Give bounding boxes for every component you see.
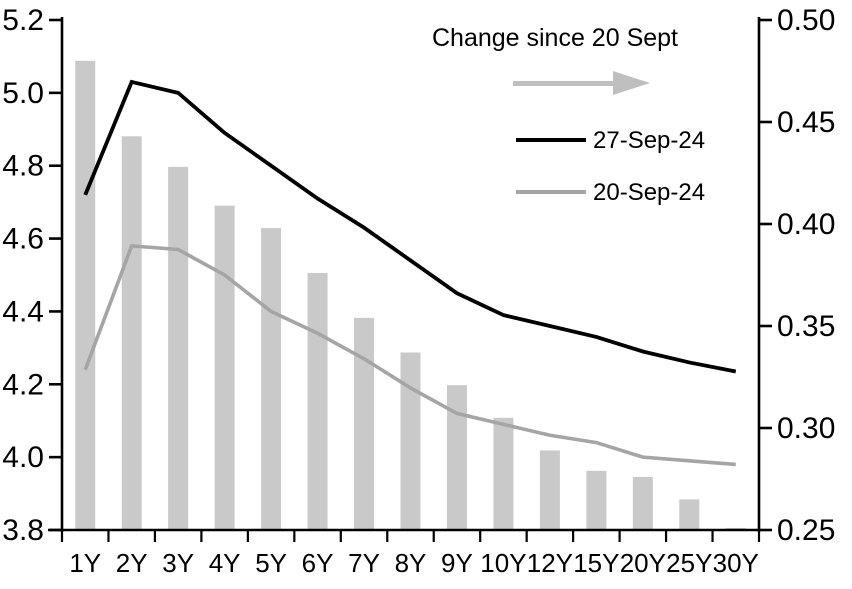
x-axis-label-3Y: 3Y: [162, 548, 194, 578]
legend-line-swatch-27-sep: [516, 138, 586, 142]
left-axis-label: 5.0: [2, 77, 44, 110]
left-axis-label: 4.6: [2, 223, 44, 256]
bar-4Y: [214, 205, 235, 530]
legend-line-swatch-20-sep: [516, 190, 586, 194]
left-axis-label: 4.0: [2, 441, 44, 474]
left-axis-label: 5.2: [2, 4, 44, 37]
bar-12Y: [539, 450, 560, 530]
left-axis-label: 4.8: [2, 150, 44, 183]
x-axis-label-7Y: 7Y: [348, 548, 380, 578]
line-27-Sep-24: [83, 79, 737, 374]
right-axis-label: 0.40: [777, 208, 835, 241]
legend-label-27-sep: 27-Sep-24: [593, 127, 706, 154]
x-axis-label-25Y: 25Y: [666, 548, 712, 578]
bar-10Y: [493, 417, 514, 530]
right-axis-label: 0.50: [777, 4, 835, 37]
right-axis-label: 0.30: [777, 412, 835, 445]
right-axis-label: 0.25: [777, 514, 835, 547]
x-axis-label-10Y: 10Y: [480, 548, 526, 578]
legend-bar-series-title: Change since 20 Sept: [431, 24, 678, 52]
x-axis-label-30Y: 30Y: [713, 548, 759, 578]
legend-label-20-sep: 20-Sep-24: [593, 179, 706, 206]
line-20-Sep-24: [83, 243, 736, 467]
bar-20Y: [632, 476, 653, 530]
bar-1Y: [75, 60, 96, 531]
x-axis-label-20Y: 20Y: [620, 548, 666, 578]
bar-15Y: [586, 470, 607, 530]
bar-2Y: [121, 136, 142, 530]
bar-5Y: [261, 228, 282, 530]
bar-8Y: [400, 352, 421, 530]
bar-25Y: [679, 499, 700, 530]
right-axis-label: 0.45: [777, 106, 835, 139]
bar-3Y: [168, 166, 189, 530]
x-axis-label-1Y: 1Y: [69, 548, 101, 578]
change-arrow-icon: [513, 81, 613, 86]
x-axis-label-8Y: 8Y: [395, 548, 427, 578]
right-axis-label: 0.35: [777, 310, 835, 343]
x-axis-label-15Y: 15Y: [573, 548, 619, 578]
bar-7Y: [354, 317, 375, 530]
x-axis-label-12Y: 12Y: [527, 548, 573, 578]
left-axis-label: 4.4: [2, 295, 44, 328]
x-axis-label-9Y: 9Y: [441, 548, 473, 578]
bar-6Y: [307, 272, 328, 530]
x-axis-label-4Y: 4Y: [209, 548, 241, 578]
x-axis-label-5Y: 5Y: [255, 548, 287, 578]
left-axis-label: 4.2: [2, 368, 44, 401]
bar-9Y: [446, 385, 467, 530]
x-axis-label-6Y: 6Y: [302, 548, 334, 578]
x-axis-label-2Y: 2Y: [116, 548, 148, 578]
change-arrow-head-icon: [613, 71, 650, 95]
left-axis-label: 3.8: [2, 514, 44, 547]
